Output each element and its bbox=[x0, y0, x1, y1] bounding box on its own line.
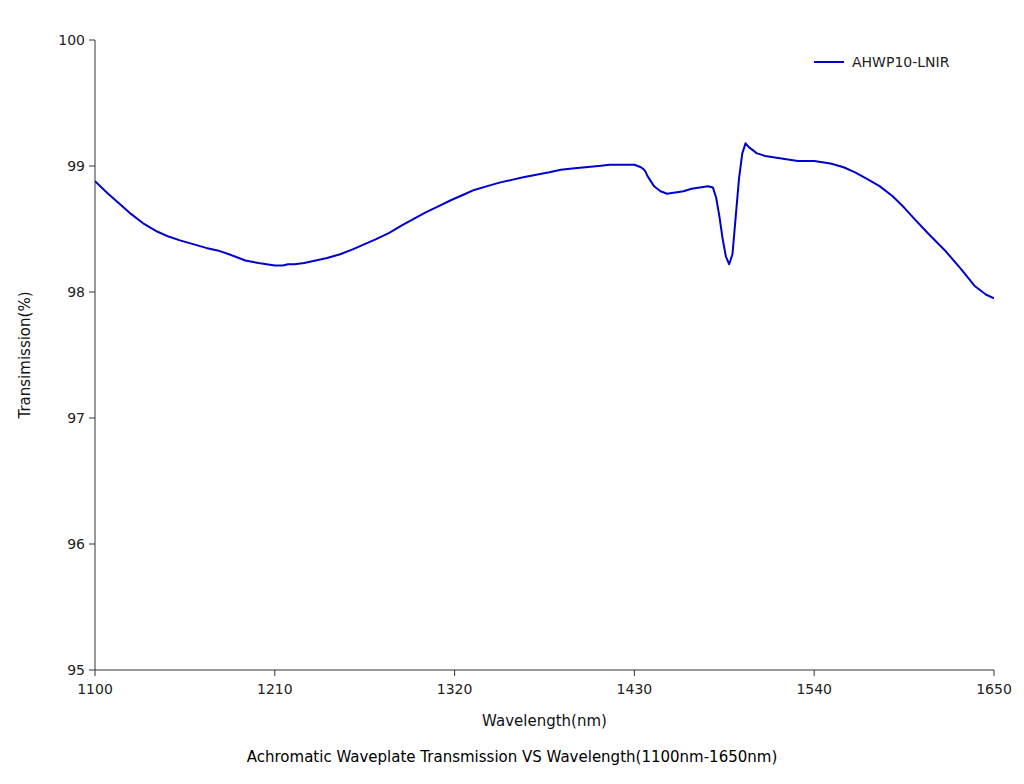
x-tick bbox=[814, 670, 815, 676]
y-tick-label: 96 bbox=[67, 536, 85, 552]
y-tick bbox=[89, 292, 95, 293]
legend-label: AHWP10-LNIR bbox=[852, 54, 950, 70]
title: Achromatic Waveplate Transmission VS Wav… bbox=[247, 748, 777, 766]
x-tick bbox=[634, 670, 635, 676]
y-tick bbox=[89, 670, 95, 671]
legend: AHWP10-LNIR bbox=[814, 54, 950, 70]
x-tick-label: 1320 bbox=[437, 681, 473, 697]
x-tick-label: 1210 bbox=[257, 681, 293, 697]
chart: 1100 1210 1320 1430 1540 1650 95 96 97 98 99 100 Wav… bbox=[0, 0, 1024, 784]
x-tick-label: 1100 bbox=[77, 681, 113, 697]
x-tick-label: 1650 bbox=[976, 681, 1012, 697]
x-axis-label: Wavelength(nm) bbox=[482, 712, 607, 730]
x-axis bbox=[95, 670, 994, 671]
plot-area bbox=[95, 143, 994, 298]
y-tick bbox=[89, 40, 95, 41]
y-tick bbox=[89, 418, 95, 419]
x-tick bbox=[994, 670, 995, 676]
y-axis bbox=[95, 40, 96, 670]
x-tick bbox=[454, 670, 455, 676]
legend-swatch bbox=[814, 61, 844, 63]
y-tick-label: 95 bbox=[67, 662, 85, 678]
y-tick-label: 97 bbox=[67, 410, 85, 426]
x-tick-label: 1540 bbox=[796, 681, 832, 697]
y-tick-label: 100 bbox=[58, 32, 85, 48]
y-axis-label: Transimission(%) bbox=[16, 291, 34, 419]
x-tick-label: 1430 bbox=[617, 681, 653, 697]
y-tick bbox=[89, 544, 95, 545]
x-tick bbox=[274, 670, 275, 676]
series-line bbox=[95, 143, 994, 298]
y-tick-label: 99 bbox=[67, 158, 85, 174]
y-tick bbox=[89, 166, 95, 167]
x-tick bbox=[95, 670, 96, 676]
y-tick-label: 98 bbox=[67, 284, 85, 300]
